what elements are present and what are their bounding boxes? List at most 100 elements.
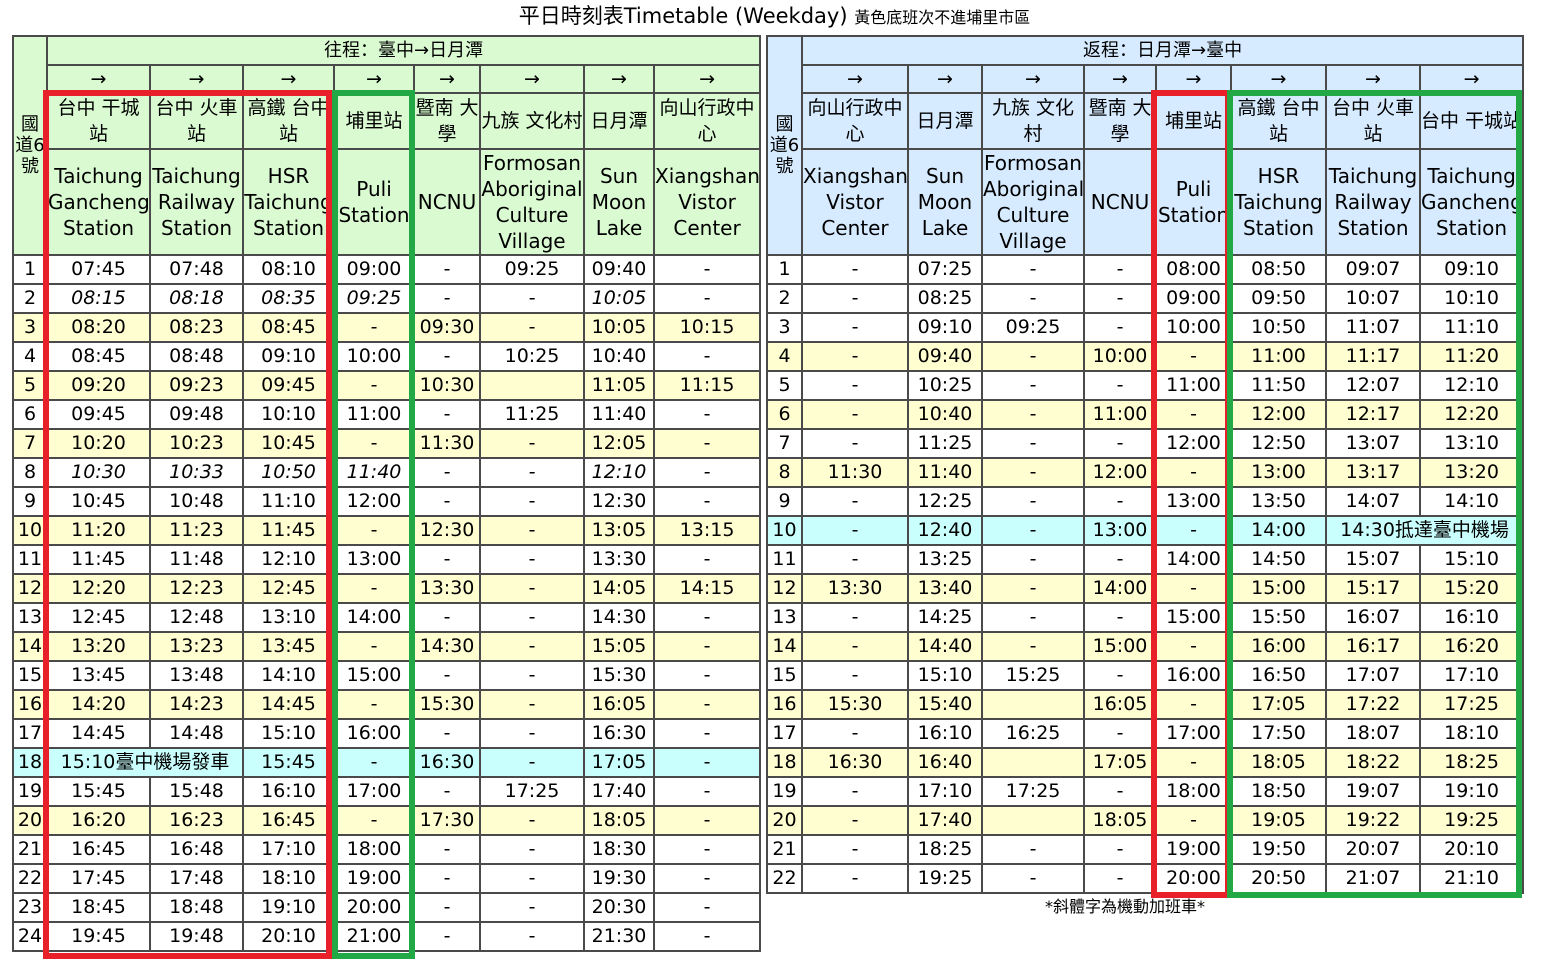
time-cell: 15:50 [1230,602,1327,633]
time-cell: 12:50 [1230,428,1327,459]
time-cell: 11:10 [1418,312,1525,343]
time-cell: - [413,544,481,575]
arrow-icon: → [242,64,335,94]
time-cell: 11:25 [907,428,983,459]
time-cell: 11:40 [907,457,983,488]
trip-number: 15 [12,660,48,691]
time-cell: 10:45 [46,486,151,517]
table-row: 8 10:30 10:33 10:50 11:40- -12:10- [12,457,762,488]
time-cell: 16:05 [583,689,655,720]
time-cell: 16:20 [1418,631,1525,662]
time-cell: - [1083,370,1157,401]
time-cell: 13:10 [1418,428,1525,459]
time-cell: 09:07 [1325,254,1421,285]
time-cell: 16:00 [1155,660,1232,691]
time-cell: 17:05 [1083,747,1157,778]
time-cell: 16:05 [1083,689,1157,720]
time-cell: 10:10 [1418,283,1525,314]
outbound-timetable: 國道6號 往程：臺中→日月潭 → → → → → → → → 台中 干城站 台中 火車站 高鐵 台中站埔… [12,35,762,952]
time-cell: 11:20 [1418,341,1525,372]
route-label: 國道6號 [12,35,48,256]
time-cell: - [652,747,762,778]
trip-number: 10 [766,515,803,546]
time-cell: 18:10 [1418,718,1525,749]
stop-name-zh: 高鐵 台中站 [242,92,335,150]
trip-number: 9 [766,486,803,517]
time-cell: 16:50 [1230,660,1327,691]
time-cell: 15:20 [1418,573,1525,604]
time-cell: - [479,863,585,894]
table-row: 20-17:40 18:05-19:05 19:22 19:25 [766,805,1525,836]
time-cell: 10:30 [46,457,151,488]
time-cell: - [652,399,762,430]
time-cell: 19:00 [333,863,415,894]
trip-number: 10 [12,515,48,546]
table-row: 2 08:15 08:18 08:35 09:25- -10:05- [12,283,762,314]
time-cell: 11:45 [46,544,151,575]
time-cell: 20:30 [583,892,655,923]
time-cell: - [479,573,585,604]
time-cell: 13:00 [333,544,415,575]
time-cell: - [801,283,909,314]
arrow-icon: → [1083,64,1157,94]
time-cell: - [1155,689,1232,720]
time-cell: 10:07 [1325,283,1421,314]
time-cell: 07:45 [46,254,151,285]
time-cell: 12:45 [46,602,151,633]
table-row: 19 15:45 15:48 16:10 17:00-17:25 17:40- [12,776,762,807]
time-cell: - [413,457,481,488]
time-cell: - [652,283,762,314]
time-cell: - [413,399,481,430]
trip-number: 22 [12,863,48,894]
time-cell: 09:10 [242,341,335,372]
time-cell: 12:10 [242,544,335,575]
time-cell: 14:05 [583,573,655,604]
time-cell: 13:23 [149,631,244,662]
time-cell: 14:10 [242,660,335,691]
time-cell: - [479,805,585,836]
stop-names-zh-row: 台中 干城站 台中 火車站 高鐵 台中站 埔里站 暨南 大學 九族 文化村 日月潭 向山行政中… [13,92,762,150]
time-cell: 16:10 [242,776,335,807]
time-cell: - [652,921,762,952]
stop-name-en: Sun Moon Lake [583,148,655,256]
time-cell: 10:05 [583,312,655,343]
arrow-icon: → [981,64,1085,94]
time-cell: - [479,718,585,749]
time-cell: - [981,544,1085,575]
time-cell: 12:20 [46,573,151,604]
time-cell: - [981,515,1085,546]
stop-name-en: HSR Taichung Station [242,148,335,256]
time-cell: 09:23 [149,370,244,401]
time-cell: 11:40 [583,399,655,430]
table-row: 21-18:25- -19:00 19:50 20:07 20:10 [766,834,1525,865]
table-row: 15-15:10 15:25-16:00 16:50 17:07 17:10 [766,660,1525,691]
time-cell: 12:30 [583,486,655,517]
time-cell: 14:20 [46,689,151,720]
time-cell: 13:20 [1418,457,1525,488]
time-cell: - [479,515,585,546]
time-cell: - [1083,834,1157,865]
stop-name-zh: 日月潭 [907,92,983,150]
time-cell: - [801,341,909,372]
time-cell: 10:40 [583,341,655,372]
time-cell: - [981,428,1085,459]
time-cell: 16:45 [242,805,335,836]
time-cell: 11:00 [333,399,415,430]
time-cell: - [1083,428,1157,459]
arrow-icon: → [907,64,983,94]
trip-number: 6 [766,399,803,430]
trip-number: 13 [766,602,803,633]
time-cell: - [652,776,762,807]
time-cell: - [981,370,1085,401]
time-cell: 15:30 [801,689,909,720]
trip-number: 9 [12,486,48,517]
time-cell: 18:00 [333,834,415,865]
direction-header: 往程：臺中→日月潭 [45,35,762,66]
stop-name-en: Taichung Gancheng Station [1418,148,1525,256]
trip-number: 14 [12,631,48,662]
time-cell: 12:40 [907,515,983,546]
time-cell: - [413,921,481,952]
time-cell: 09:10 [907,312,983,343]
time-cell: 11:00 [1083,399,1157,430]
time-cell: 11:00 [1155,370,1232,401]
